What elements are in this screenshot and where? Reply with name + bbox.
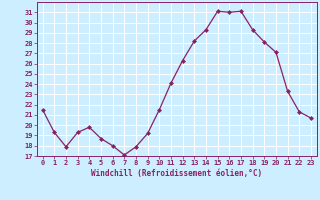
X-axis label: Windchill (Refroidissement éolien,°C): Windchill (Refroidissement éolien,°C)	[91, 169, 262, 178]
